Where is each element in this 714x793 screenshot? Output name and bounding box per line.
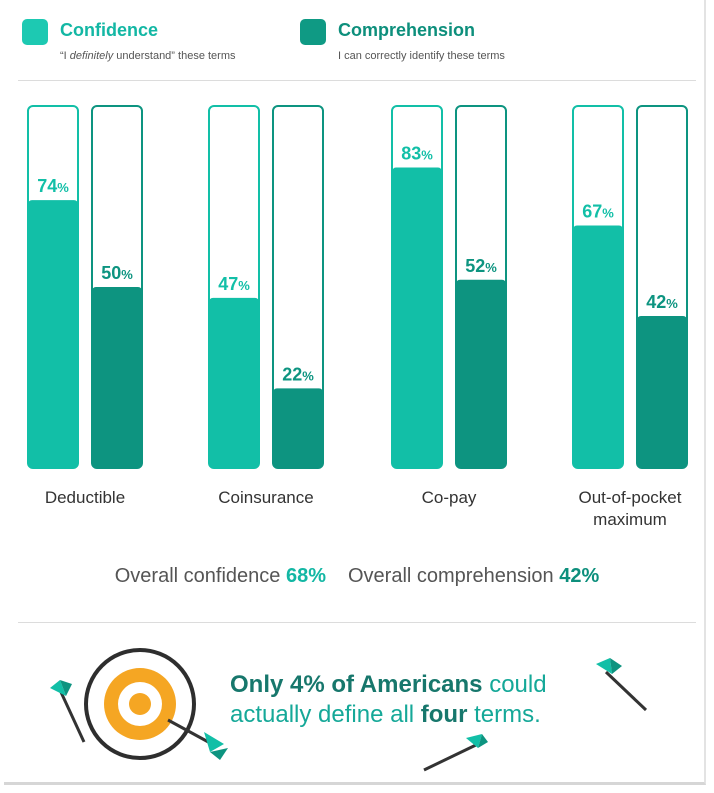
bar-confidence-2 bbox=[392, 167, 442, 469]
arrow-icon bbox=[596, 658, 648, 712]
bar-comprehension-0 bbox=[92, 287, 142, 468]
category-label-3: maximum bbox=[593, 510, 667, 529]
bar-comprehension-1 bbox=[273, 388, 323, 468]
callout-part: terms. bbox=[467, 701, 541, 728]
data-label-confidence-2: 83% bbox=[401, 144, 433, 164]
legend-swatch-confidence bbox=[22, 19, 48, 45]
data-label-comprehension-0: 50% bbox=[101, 263, 133, 283]
data-label-comprehension-1: 22% bbox=[282, 364, 314, 384]
arrow-icon bbox=[50, 680, 86, 743]
legend-swatch-comprehension bbox=[300, 19, 326, 45]
data-label-confidence-3: 67% bbox=[582, 201, 614, 221]
bar-confidence-1 bbox=[209, 297, 259, 468]
bar-confidence-0 bbox=[28, 200, 78, 468]
legend-subtitle-confidence: “I definitely understand” these terms bbox=[60, 50, 236, 62]
data-label-confidence-0: 74% bbox=[37, 176, 69, 196]
bar-chart: 74% 50% Deductible 47% 22% Coinsurance 83% 52% C… bbox=[27, 105, 688, 529]
category-label-1: Coinsurance bbox=[218, 488, 313, 507]
bar-comprehension-2 bbox=[456, 279, 506, 468]
legend-subtitle-part: “I bbox=[60, 50, 70, 62]
legend-title-comprehension: Comprehension bbox=[338, 20, 476, 40]
callout-highlight: Only 4% of Americans bbox=[230, 671, 483, 698]
overall-comprehension-value: 42% bbox=[559, 565, 600, 587]
arrow-icon bbox=[167, 718, 228, 760]
arrow-icon bbox=[423, 734, 488, 772]
data-label-comprehension-2: 52% bbox=[465, 256, 497, 276]
divider-bottom bbox=[18, 622, 696, 623]
overall-confidence-value: 68% bbox=[285, 565, 326, 587]
overall-comprehension-label: Overall comprehension bbox=[347, 565, 560, 587]
overall-confidence-label: Overall confidence bbox=[114, 565, 286, 587]
bar-confidence-3 bbox=[573, 225, 623, 468]
legend-title-confidence: Confidence bbox=[60, 20, 159, 40]
overall-summary: Overall confidence 68% Overall comprehens… bbox=[0, 565, 714, 588]
category-label-2: Co-pay bbox=[422, 488, 477, 507]
data-label-comprehension-3: 42% bbox=[646, 292, 678, 312]
legend-subtitle-comprehension: I can correctly identify these terms bbox=[338, 50, 505, 62]
legend: Confidence “I definitely understand” the… bbox=[22, 16, 692, 76]
callout-part: could actually define all bbox=[230, 671, 547, 728]
legend-subtitle-part: understand” these terms bbox=[113, 50, 236, 62]
callout-emphasis: four bbox=[420, 701, 468, 728]
callout-text: Only 4% of Americans could actually defi… bbox=[230, 670, 590, 730]
category-label-0: Deductible bbox=[45, 488, 125, 507]
data-label-confidence-1: 47% bbox=[218, 274, 250, 294]
divider-top bbox=[18, 80, 696, 81]
legend-subtitle-emphasis: definitely bbox=[69, 50, 114, 62]
bar-comprehension-3 bbox=[637, 315, 687, 468]
category-label-3: Out-of-pocket bbox=[579, 488, 682, 507]
target-icon bbox=[84, 648, 196, 760]
